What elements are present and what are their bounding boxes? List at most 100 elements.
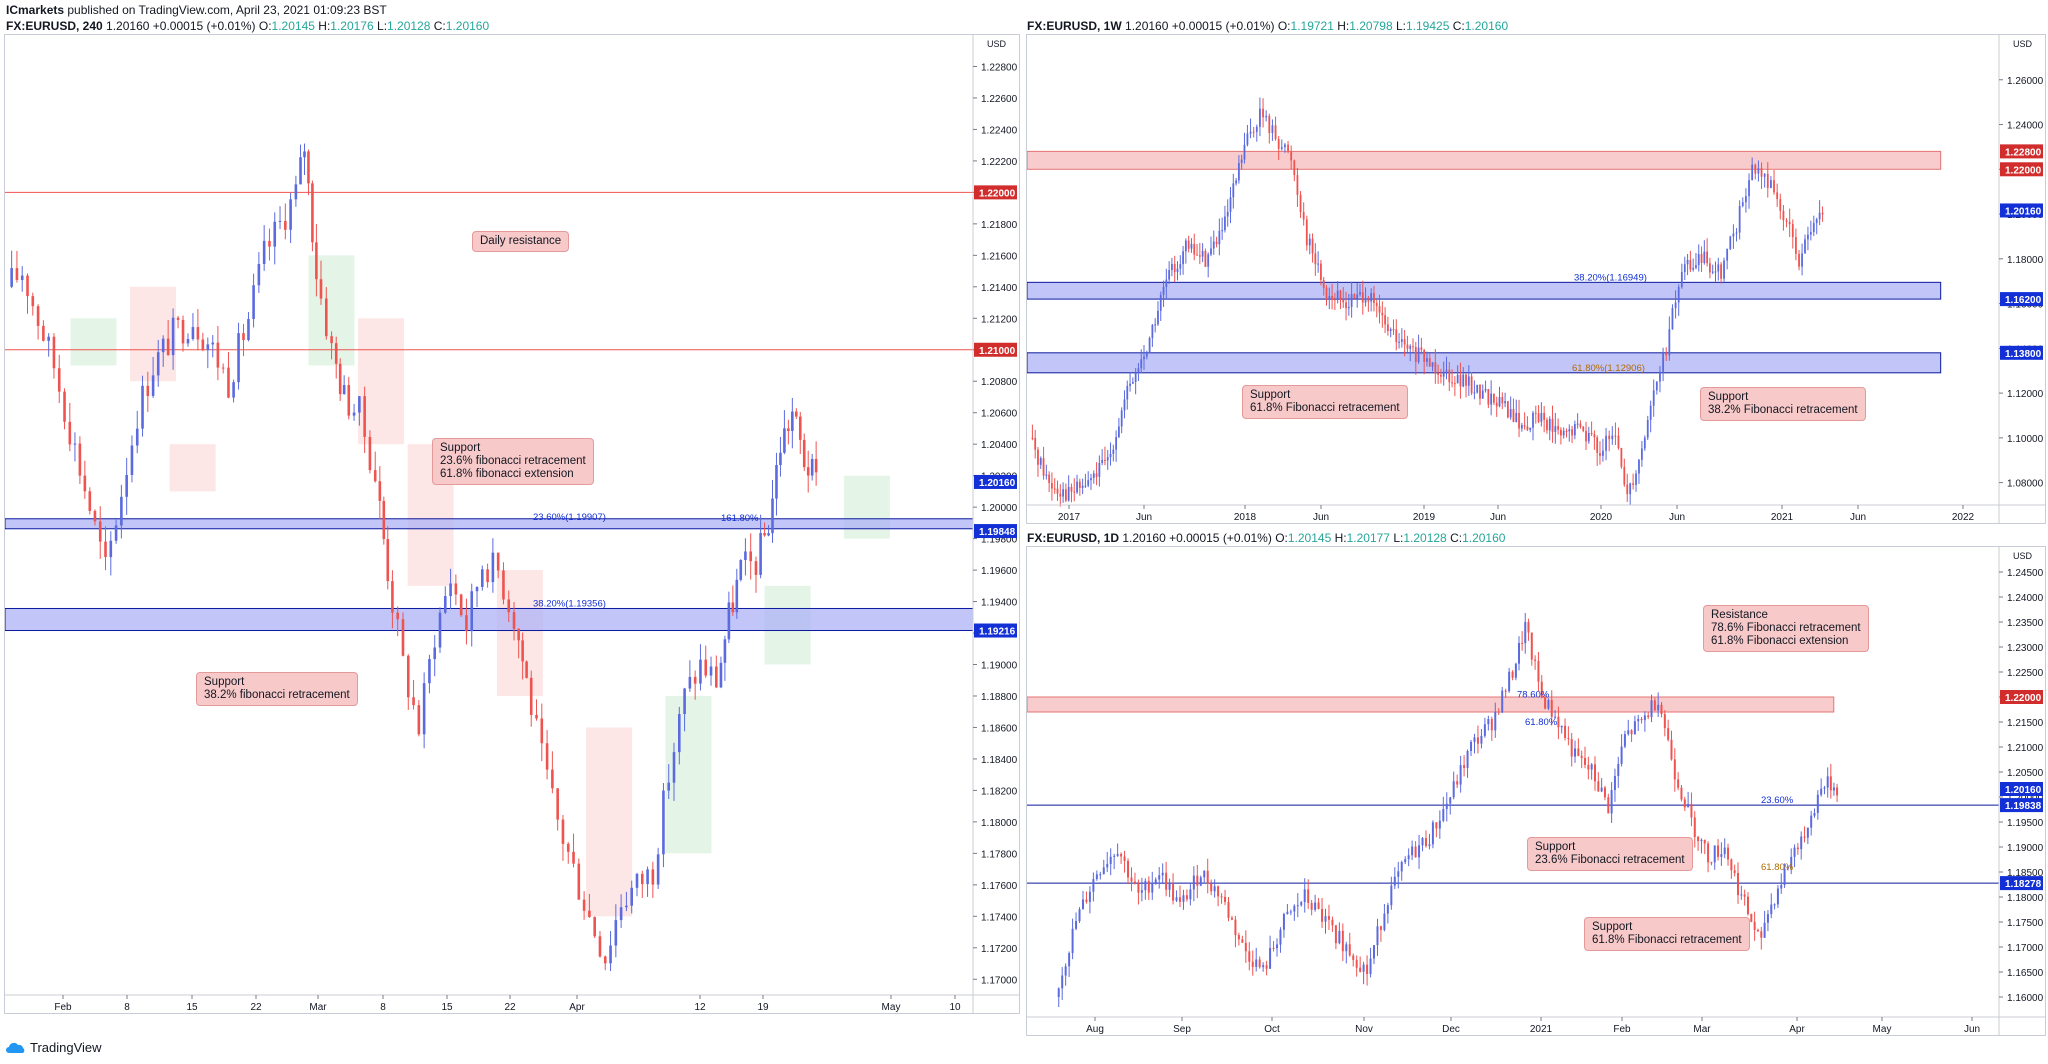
candle-body-17 xyxy=(98,521,102,542)
candle-body-39 xyxy=(1192,875,1195,890)
candle-body-111 xyxy=(572,851,575,864)
price-label-box-2 xyxy=(2000,203,2043,218)
support-zone-2 xyxy=(1027,352,1942,374)
candle-body-54 xyxy=(1244,942,1247,952)
candle-body-125 xyxy=(646,869,649,885)
candle-body-76 xyxy=(1321,908,1324,922)
candle-body-133 xyxy=(1409,346,1412,349)
candle-body-197 xyxy=(1587,433,1590,442)
candle-body-194 xyxy=(1720,854,1723,857)
candle-body-62 xyxy=(1204,250,1207,267)
x-tick-label-0: 2017 xyxy=(1058,512,1081,523)
chart-240[interactable]: 1.22800 1.22600 1.22400 1.22200 1.22000 1.218… xyxy=(5,35,1019,1013)
candle-body-139 xyxy=(1537,660,1540,682)
candle-body-220 xyxy=(1806,827,1809,838)
candle-body-19 xyxy=(109,540,113,558)
candle-body-245 xyxy=(1729,236,1732,250)
candle-body-123 xyxy=(635,873,639,888)
candle-body-123 xyxy=(1483,724,1486,736)
candle-body-178 xyxy=(1667,728,1670,740)
candle-body-222 xyxy=(1662,353,1664,372)
candle-body-81 xyxy=(1259,108,1261,127)
price-label-1: 1.20160 xyxy=(2005,785,2042,796)
candle-body-77 xyxy=(396,612,399,620)
candle-body-153 xyxy=(779,452,782,466)
candle-body-260 xyxy=(1776,192,1779,200)
chart-1w[interactable]: 1.260001.240001.220001.200001.180001.160… xyxy=(1027,35,2045,523)
candle-body-43 xyxy=(1206,870,1209,884)
candle-body-161 xyxy=(1610,790,1613,814)
candle-body-192 xyxy=(1573,424,1576,436)
candle-body-212 xyxy=(1780,884,1783,889)
candle-body-90 xyxy=(1369,958,1372,975)
candle-body-264 xyxy=(1788,221,1791,225)
candle-body-61 xyxy=(319,279,323,299)
candle-body-14 xyxy=(83,475,87,492)
candle-body-15 xyxy=(1109,856,1112,864)
candle-body-250 xyxy=(1745,196,1747,203)
o-label-1d: O: xyxy=(1275,531,1288,545)
candle-body-35 xyxy=(1178,897,1181,902)
candle-body-171 xyxy=(1643,715,1646,721)
candle-body-87 xyxy=(1277,139,1280,149)
candle-body-218 xyxy=(1800,836,1803,850)
candle-body-110 xyxy=(566,843,570,852)
chart-panel-1d[interactable]: 1.24500 1.24000 1.23500 1.23000 1.22500 1.220… xyxy=(1026,546,2046,1036)
x-tick-label-3: Nov xyxy=(1355,1024,1373,1035)
y-tick-label-4: 1.23000 xyxy=(2007,643,2044,654)
candle-body-196 xyxy=(1585,430,1587,442)
y-tick-label-9: 1.20500 xyxy=(2007,768,2044,779)
candle-body-60 xyxy=(315,242,318,280)
candle-body-22 xyxy=(1133,881,1136,884)
chart-panel-1w[interactable]: 1.260001.240001.220001.200001.180001.160… xyxy=(1026,34,2046,524)
candle-body-217 xyxy=(1796,847,1799,850)
candle-body-207 xyxy=(1617,435,1620,448)
candle-body-203 xyxy=(1750,914,1753,922)
candle-body-102 xyxy=(1322,279,1325,288)
candle-body-40 xyxy=(1196,875,1199,886)
x-tick-label-6: Feb xyxy=(1613,1024,1631,1035)
chart-panel-240[interactable]: 1.22800 1.22600 1.22400 1.22200 1.22000 1.218… xyxy=(4,34,1020,1014)
publisher-name[interactable]: ICmarkets xyxy=(6,3,65,17)
ichimoku-cloud-0 xyxy=(70,318,117,366)
candle-body-100 xyxy=(517,628,520,641)
chart-1d[interactable]: 1.24500 1.24000 1.23500 1.23000 1.22500 1.220… xyxy=(1027,547,2045,1035)
y-tick-label-28: 1.17400 xyxy=(981,912,1018,923)
last-1w: 1.20160 xyxy=(1125,19,1169,33)
candle-body-17 xyxy=(1116,854,1119,856)
candle-body-133 xyxy=(1518,642,1521,664)
candle-body-167 xyxy=(1630,730,1633,735)
candle-body-83 xyxy=(1345,944,1348,952)
candle-body-162 xyxy=(814,458,818,473)
candle-body-114 xyxy=(1452,781,1455,798)
candle-body-140 xyxy=(1428,358,1431,367)
candle-body-135 xyxy=(1414,347,1417,362)
candle-body-219 xyxy=(1652,390,1655,406)
candle-body-48 xyxy=(1224,896,1227,902)
candle-body-191 xyxy=(1710,862,1713,864)
price-label-box-3 xyxy=(2000,876,2043,891)
y-tick-label-17: 1.19600 xyxy=(981,566,1018,577)
candle-body-201 xyxy=(1743,894,1746,897)
candle-body-142 xyxy=(731,602,735,613)
candle-body-135 xyxy=(1524,622,1527,644)
candle-body-184 xyxy=(1551,418,1554,432)
tradingview-logo[interactable]: TradingView xyxy=(6,1040,102,1055)
candle-body-249 xyxy=(1741,202,1744,206)
candle-body-95 xyxy=(491,552,495,583)
candle-body-93 xyxy=(1296,175,1299,195)
candle-body-229 xyxy=(1683,264,1686,273)
candle-body-135 xyxy=(699,659,702,684)
candle-body-178 xyxy=(1534,412,1537,414)
candle-body-181 xyxy=(1543,412,1546,420)
candle-body-69 xyxy=(358,396,361,413)
candle-body-75 xyxy=(386,539,390,582)
candle-body-228 xyxy=(1832,787,1835,791)
x-tick-label-4: 2019 xyxy=(1413,512,1436,523)
x-tick-label-4: Dec xyxy=(1442,1024,1460,1035)
candle-body-15 xyxy=(88,491,92,511)
y-tick-label-7: 1.21500 xyxy=(2007,718,2044,729)
candle-body-57 xyxy=(1255,959,1258,967)
y-tick-label-3: 1.22400 xyxy=(981,125,1018,136)
price-label-0: 1.22000 xyxy=(2005,693,2042,704)
